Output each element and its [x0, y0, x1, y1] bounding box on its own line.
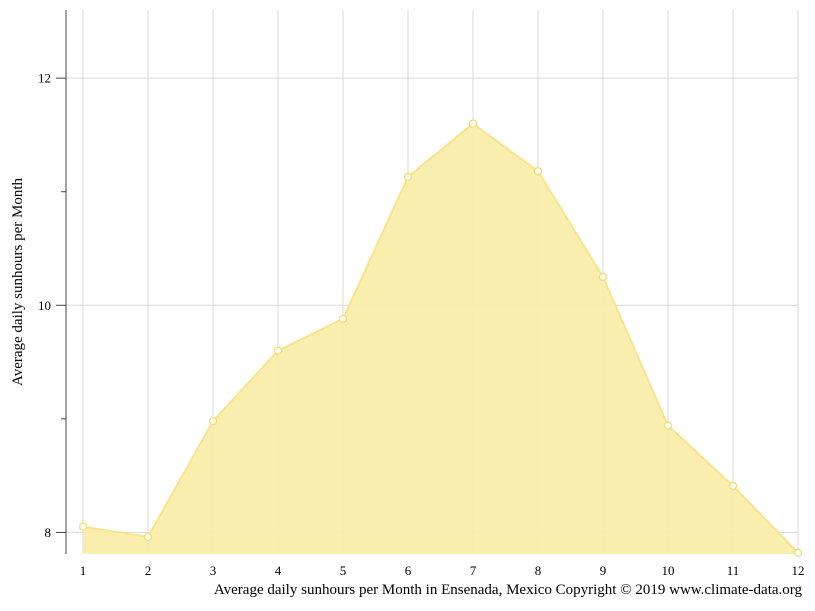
data-point [598, 272, 608, 282]
chart-caption: Average daily sunhours per Month in Ense… [213, 582, 802, 598]
x-tick-label: 12 [792, 563, 805, 578]
x-tick-label: 5 [340, 563, 347, 578]
y-axis-title: Average daily sunhours per Month [10, 178, 26, 387]
area-series [82, 122, 799, 554]
y-tick-label: 8 [45, 525, 52, 540]
y-tick-label: 10 [38, 298, 51, 313]
data-point [143, 532, 153, 542]
x-tick-label: 6 [405, 563, 412, 578]
data-point [338, 314, 348, 324]
x-tick-label: 1 [80, 563, 87, 578]
data-point [533, 167, 543, 176]
x-tick-label: 7 [470, 563, 477, 578]
series-line [82, 122, 799, 554]
data-point [793, 548, 803, 558]
data-point [78, 522, 88, 531]
x-tick-label: 2 [145, 563, 152, 578]
area-fill [83, 123, 798, 554]
data-point [728, 481, 738, 491]
y-tick-label: 12 [38, 71, 51, 86]
x-tick-label: 10 [662, 563, 675, 578]
x-tick-label: 8 [535, 563, 542, 578]
x-tick-label: 4 [275, 563, 282, 578]
x-tick-label: 9 [600, 563, 607, 578]
data-point [468, 119, 478, 128]
axes [56, 10, 67, 554]
data-point [403, 172, 413, 182]
data-point [663, 421, 673, 430]
data-markers [78, 119, 803, 558]
x-tick-label: 11 [727, 563, 740, 578]
data-point [208, 416, 218, 426]
data-point [273, 346, 283, 355]
x-tick-label: 3 [210, 563, 217, 578]
